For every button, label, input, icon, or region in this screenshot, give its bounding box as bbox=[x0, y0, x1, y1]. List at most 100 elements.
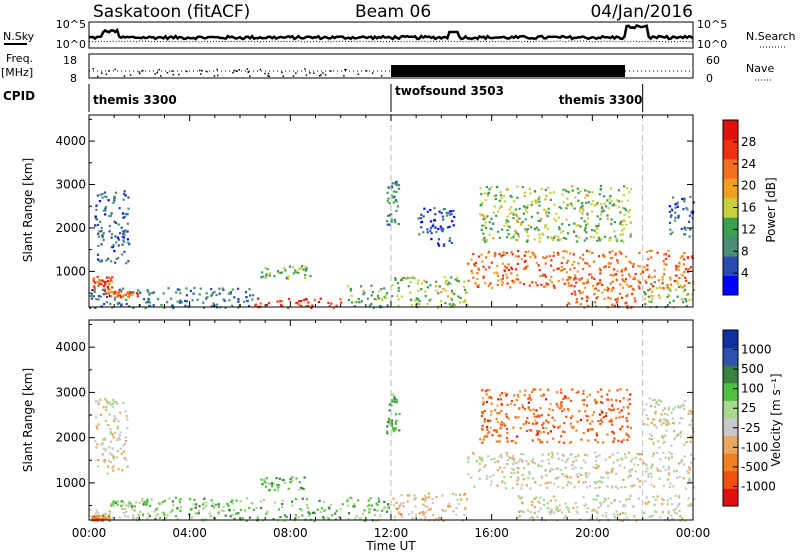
range-cell bbox=[687, 281, 690, 285]
range-cell bbox=[548, 511, 551, 514]
range-cell bbox=[598, 413, 602, 416]
x-tick-label: 04:00 bbox=[172, 526, 207, 540]
range-cell bbox=[665, 422, 669, 425]
range-cell bbox=[326, 516, 329, 519]
range-cell bbox=[511, 487, 514, 490]
range-cell bbox=[515, 218, 519, 222]
range-cell bbox=[662, 421, 665, 425]
range-cell bbox=[567, 259, 570, 262]
range-cell bbox=[678, 475, 681, 478]
colorbar-tick-label: 1000 bbox=[741, 343, 772, 357]
range-cell bbox=[664, 468, 667, 471]
range-cell bbox=[591, 251, 594, 254]
range-cell bbox=[610, 222, 613, 226]
range-cell bbox=[563, 267, 566, 271]
range-cell bbox=[609, 297, 612, 300]
range-cell bbox=[109, 214, 112, 217]
range-cell bbox=[488, 188, 491, 191]
range-cell bbox=[255, 506, 258, 509]
range-cell bbox=[505, 413, 508, 416]
range-cell bbox=[628, 285, 631, 288]
range-cell bbox=[422, 231, 425, 234]
range-cell bbox=[484, 390, 487, 393]
range-cell bbox=[273, 275, 276, 278]
range-cell bbox=[484, 464, 487, 467]
range-cell bbox=[622, 207, 625, 210]
range-cell bbox=[352, 505, 355, 508]
range-cell bbox=[628, 398, 631, 401]
range-cell bbox=[506, 431, 509, 434]
range-cell bbox=[610, 409, 613, 412]
range-cell bbox=[127, 505, 130, 508]
range-cell bbox=[595, 463, 598, 466]
range-cell bbox=[531, 390, 534, 393]
range-cell bbox=[644, 293, 647, 296]
range-cell bbox=[229, 515, 232, 518]
range-cell bbox=[264, 481, 267, 484]
range-cell bbox=[615, 472, 618, 475]
range-cell bbox=[658, 296, 661, 299]
range-cell bbox=[670, 283, 673, 286]
range-cell bbox=[137, 513, 140, 516]
range-cell bbox=[449, 282, 453, 286]
range-cell bbox=[433, 207, 436, 210]
range-cell bbox=[104, 459, 107, 462]
range-cell bbox=[576, 475, 579, 479]
range-cell bbox=[513, 460, 516, 463]
range-cell bbox=[144, 307, 147, 310]
range-cell bbox=[107, 276, 110, 279]
range-cell bbox=[459, 493, 462, 496]
range-cell bbox=[298, 267, 301, 270]
range-cell bbox=[624, 512, 627, 515]
range-cell bbox=[577, 277, 580, 280]
range-cell bbox=[152, 291, 155, 294]
range-cell bbox=[386, 425, 389, 428]
y-tick-label: 3000 bbox=[55, 385, 86, 399]
range-cell bbox=[603, 266, 606, 269]
range-cell bbox=[654, 498, 657, 501]
range-cell bbox=[629, 426, 633, 429]
range-cell bbox=[94, 217, 97, 220]
colorbar-step bbox=[723, 453, 738, 472]
range-cell bbox=[506, 437, 509, 440]
range-cell bbox=[551, 281, 554, 284]
range-cell bbox=[191, 516, 194, 519]
range-cell bbox=[561, 430, 565, 433]
range-cell bbox=[301, 497, 304, 500]
range-cell bbox=[526, 416, 529, 420]
range-cell bbox=[610, 420, 613, 423]
range-cell bbox=[481, 427, 484, 430]
range-cell bbox=[482, 218, 485, 221]
range-cell bbox=[611, 453, 614, 456]
range-cell bbox=[440, 212, 443, 215]
range-cell bbox=[666, 295, 669, 298]
range-cell bbox=[472, 253, 475, 256]
range-cell bbox=[564, 514, 567, 518]
range-cell bbox=[307, 304, 310, 307]
range-cell bbox=[168, 497, 171, 500]
range-cell bbox=[535, 201, 538, 204]
range-cell bbox=[107, 515, 110, 518]
range-cell bbox=[626, 420, 629, 423]
range-cell bbox=[375, 519, 378, 522]
range-cell bbox=[422, 513, 425, 516]
range-cell bbox=[252, 508, 255, 511]
range-cell bbox=[111, 447, 114, 450]
range-cell bbox=[127, 260, 130, 263]
freq-dot bbox=[142, 70, 144, 72]
range-cell bbox=[626, 199, 629, 202]
range-cell bbox=[557, 267, 560, 270]
range-cell bbox=[668, 221, 672, 224]
range-cell bbox=[488, 431, 491, 434]
range-cell bbox=[120, 296, 123, 299]
range-cell bbox=[109, 513, 112, 516]
range-cell bbox=[414, 299, 417, 302]
range-cell bbox=[657, 294, 660, 297]
range-cell bbox=[633, 297, 636, 300]
range-cell bbox=[575, 240, 578, 243]
range-cell bbox=[550, 468, 553, 471]
range-cell bbox=[616, 299, 619, 302]
range-cell bbox=[103, 303, 106, 306]
range-cell bbox=[529, 255, 532, 259]
range-cell bbox=[540, 217, 543, 220]
